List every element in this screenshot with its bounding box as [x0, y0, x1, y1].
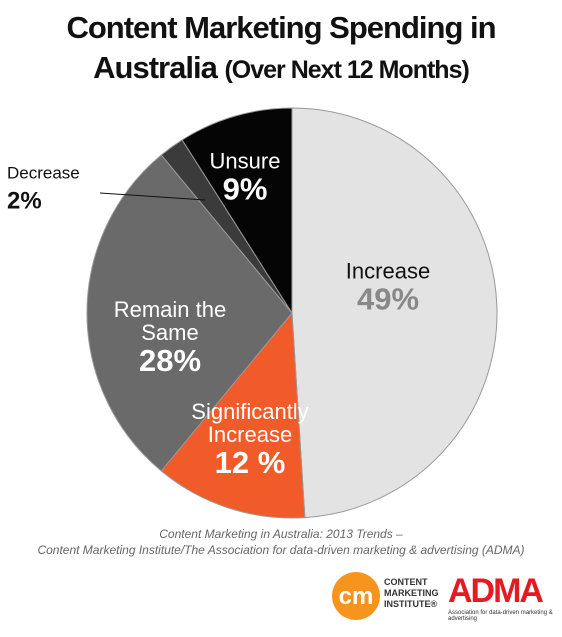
category-label: Significantly Increase	[191, 399, 309, 447]
value-label: 28%	[138, 343, 202, 378]
chart-title: Content Marketing Spending in Australia	[66, 10, 496, 85]
leader-line	[99, 192, 206, 201]
category-label: Increase	[345, 258, 431, 284]
chart-subtitle: (Over Next 12 Months)	[224, 56, 469, 84]
adma-tagline: Association for data-driven marketing & …	[448, 610, 553, 622]
value-label: 49%	[356, 281, 420, 317]
source-line: Content Marketing in Australia: 2013 Tre…	[159, 527, 403, 541]
cmi-logo-text: CONTENT MARKETING INSTITUTE®	[384, 577, 439, 609]
category-label: Unsure	[209, 148, 281, 174]
value-label: 12 %	[214, 445, 286, 480]
slice-label: Increase 49%	[318, 260, 458, 317]
cmi-logo-mark: cm	[339, 583, 374, 610]
slice-label: Significantly Increase 12 %	[180, 400, 320, 480]
pie-slice	[86, 154, 293, 472]
slice-label: Decrease 2%	[7, 162, 117, 219]
source-line: Content Marketing Institute/The Associat…	[37, 543, 525, 557]
slice-label: Remain the Same 28%	[100, 298, 240, 378]
value-label: 2%	[7, 187, 42, 215]
source: Content Marketing in Australia: 2013 Tre…	[0, 526, 562, 558]
slice-label: Unsure 9%	[175, 150, 315, 207]
value-label: 9%	[222, 171, 268, 207]
pie-slice	[160, 311, 306, 519]
pie-slice	[291, 107, 498, 519]
adma-logo: ADMA	[448, 572, 544, 610]
category-label: Decrease	[7, 163, 80, 183]
cmi-logo-circle	[332, 572, 380, 620]
chart-title-block: Content Marketing Spending in Australia …	[40, 8, 522, 90]
pie-slice	[181, 107, 293, 315]
pie	[86, 107, 498, 519]
category-label: Remain the Same	[113, 297, 227, 345]
